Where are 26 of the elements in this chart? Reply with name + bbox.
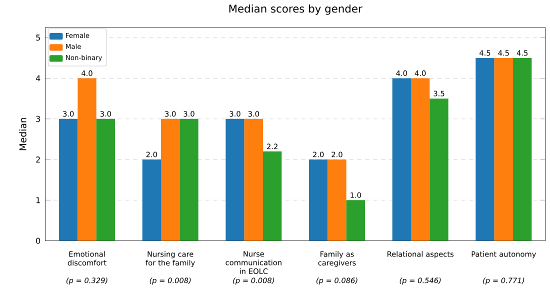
bar bbox=[244, 118, 264, 241]
bar bbox=[430, 98, 448, 241]
bar bbox=[226, 118, 244, 241]
bar bbox=[309, 159, 328, 241]
bar bbox=[410, 78, 430, 241]
bar bbox=[328, 159, 346, 241]
bar bbox=[78, 78, 96, 241]
y-tick-label: 2 bbox=[36, 156, 40, 162]
bar bbox=[392, 78, 411, 241]
y-tick-label: 3 bbox=[36, 116, 40, 122]
y-tick-label: 0 bbox=[36, 238, 40, 244]
bar bbox=[494, 58, 513, 241]
bar bbox=[142, 159, 162, 241]
bar bbox=[346, 200, 365, 241]
bar bbox=[180, 118, 198, 241]
y-tick-label: 4 bbox=[36, 75, 40, 82]
bar bbox=[96, 118, 116, 241]
chart-title: Median scores by gender bbox=[229, 4, 362, 15]
y-axis-title: Median bbox=[19, 118, 26, 150]
bar bbox=[512, 58, 532, 241]
y-tick-label: 5 bbox=[36, 34, 40, 41]
bar bbox=[161, 118, 180, 241]
y-tick-label: 1 bbox=[36, 197, 40, 204]
bar bbox=[263, 151, 282, 241]
bar bbox=[476, 58, 494, 241]
bar bbox=[59, 118, 78, 241]
